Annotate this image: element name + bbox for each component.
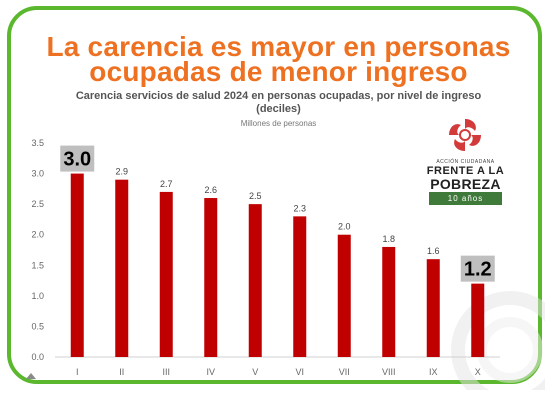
chart-unit-label: Millones de personas bbox=[240, 119, 317, 128]
logo-line-1: FRENTE A LA bbox=[426, 165, 505, 177]
bar bbox=[204, 198, 218, 357]
slide-corner-marker bbox=[26, 373, 36, 379]
data-label-highlight-box bbox=[460, 255, 495, 282]
logo-ribbon: 10 años bbox=[429, 192, 502, 205]
data-label: 2.9 bbox=[115, 167, 128, 177]
data-label: 1.8 bbox=[382, 234, 395, 244]
y-tick-label: 0.5 bbox=[31, 321, 44, 331]
data-label: 3.0 bbox=[63, 149, 91, 171]
frente-a-la-pobreza-logo: ACCIÓN CIUDADANA FRENTE A LA POBREZA 10 … bbox=[423, 115, 508, 210]
bar bbox=[159, 191, 173, 357]
x-tick-label: IX bbox=[429, 367, 438, 377]
chart-title: Carencia servicios de salud 2024 en pers… bbox=[75, 90, 482, 102]
bar bbox=[382, 246, 396, 357]
x-tick-label: VI bbox=[295, 367, 304, 377]
data-label: 1.2 bbox=[464, 259, 492, 281]
x-tick-label: II bbox=[119, 367, 124, 377]
bar bbox=[115, 179, 129, 357]
data-label: 2.6 bbox=[204, 185, 217, 195]
headline-line-1: La carencia es mayor en personas bbox=[46, 31, 511, 62]
x-tick-label: X bbox=[475, 367, 481, 377]
x-tick-label: V bbox=[252, 367, 258, 377]
logo-subtitle: ACCIÓN CIUDADANA bbox=[436, 159, 495, 165]
data-label: 2.3 bbox=[293, 203, 306, 213]
x-tick-label: III bbox=[162, 367, 170, 377]
bar bbox=[337, 234, 351, 357]
x-tick-label: VIII bbox=[382, 367, 396, 377]
y-tick-label: 3.0 bbox=[31, 169, 44, 179]
bar bbox=[293, 216, 307, 357]
bar bbox=[471, 283, 485, 357]
data-label: 2.5 bbox=[249, 191, 262, 201]
chart-title-line-2: (deciles) bbox=[256, 103, 301, 115]
y-tick-label: 2.5 bbox=[31, 199, 44, 209]
logo-swirl-icon bbox=[449, 119, 481, 151]
logo-line-2: POBREZA bbox=[430, 176, 501, 192]
data-label-highlight-box bbox=[60, 145, 95, 172]
data-label: 1.6 bbox=[427, 246, 440, 256]
bar bbox=[70, 173, 84, 357]
y-tick-label: 0.0 bbox=[31, 352, 44, 362]
data-label: 2.7 bbox=[160, 179, 173, 189]
x-tick-label: I bbox=[76, 367, 79, 377]
y-tick-label: 3.5 bbox=[31, 138, 44, 148]
x-tick-label: IV bbox=[206, 367, 215, 377]
bar bbox=[248, 204, 262, 357]
y-tick-label: 2.0 bbox=[31, 230, 44, 240]
y-tick-label: 1.0 bbox=[31, 291, 44, 301]
headline-line-2: ocupadas de menor ingreso bbox=[89, 56, 468, 87]
x-tick-label: VII bbox=[339, 367, 350, 377]
data-label: 2.0 bbox=[338, 222, 351, 232]
bar bbox=[426, 259, 440, 357]
y-tick-label: 1.5 bbox=[31, 260, 44, 270]
